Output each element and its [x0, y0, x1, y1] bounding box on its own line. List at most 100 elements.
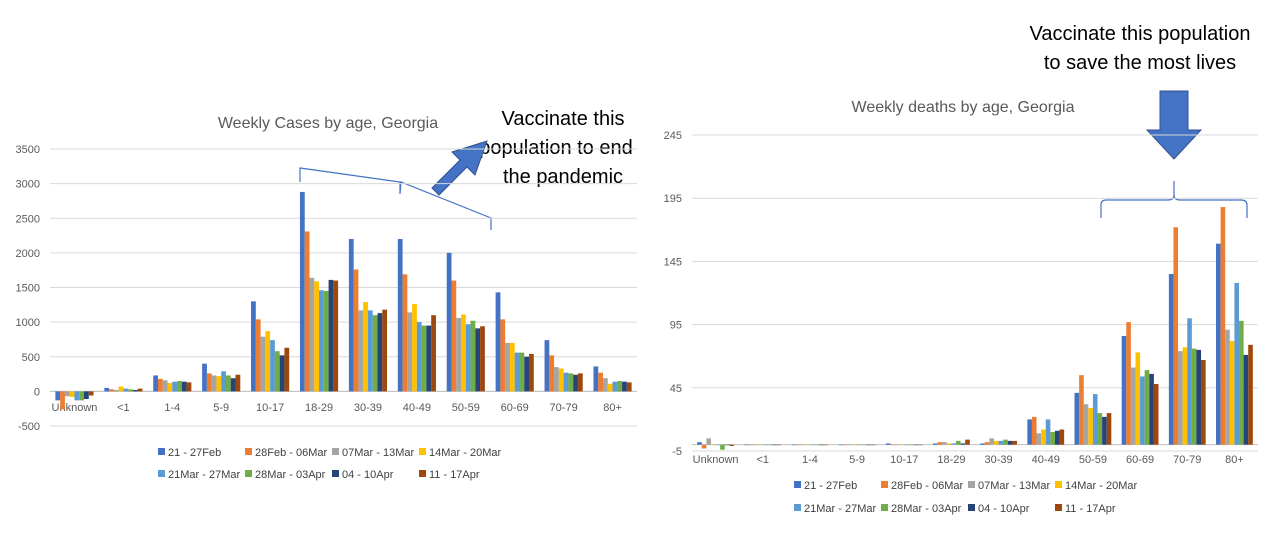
cases-bar — [251, 301, 256, 392]
cases-y-tick-label: 3500 — [16, 144, 40, 156]
cases-bar — [416, 322, 422, 392]
cases-y-tick-label: 1500 — [16, 283, 40, 295]
deaths-legend-swatch — [881, 481, 888, 488]
cases-bar — [128, 389, 133, 392]
cases-bar — [216, 376, 222, 392]
cases-bar — [132, 389, 138, 392]
cases-bar — [397, 239, 403, 392]
cases-bar — [181, 381, 187, 392]
deaths-legend-swatch — [794, 504, 801, 511]
cases-bar — [104, 387, 110, 392]
cases-x-tick-label: 1-4 — [164, 402, 180, 414]
cases-bar — [456, 317, 462, 392]
cases-legend-label: 11 - 17Apr — [429, 469, 480, 481]
deaths-bar — [933, 443, 938, 445]
cases-bar — [514, 352, 520, 392]
cases-bar — [402, 274, 408, 392]
deaths-bar — [724, 444, 730, 446]
deaths-bar — [1243, 354, 1249, 445]
deaths-bar — [857, 444, 862, 446]
deaths-bar — [1178, 351, 1183, 445]
cases-bar — [319, 290, 324, 392]
deaths-bar — [1102, 416, 1107, 445]
deaths-legend-swatch — [794, 481, 801, 488]
cases-bar — [505, 342, 510, 392]
left-bracket — [299, 167, 492, 230]
cases-bar — [495, 292, 501, 392]
cases-legend-label: 28Feb - 06Mar — [255, 447, 327, 459]
deaths-bar — [1036, 433, 1042, 445]
cases-bar — [153, 375, 158, 392]
cases-bar — [333, 280, 339, 392]
cases-bar — [162, 380, 168, 392]
cases-x-tick-label: 30-39 — [354, 402, 382, 414]
deaths-bar — [729, 444, 734, 446]
cases-y-tick-label: -500 — [18, 421, 40, 433]
deaths-bar — [1041, 429, 1046, 445]
cases-bar — [284, 347, 290, 392]
cases-bar — [255, 319, 261, 392]
deaths-bar — [918, 444, 923, 446]
deaths-x-tick-label: 1-4 — [802, 454, 818, 466]
cases-bar — [382, 309, 388, 392]
left-annotation-line-1: Vaccinate this — [501, 108, 624, 130]
deaths-bar — [1121, 335, 1127, 445]
deaths-legend-label: 04 - 10Apr — [978, 503, 1030, 515]
deaths-chart-title: Weekly deaths by age, Georgia — [852, 99, 1075, 116]
deaths-bar — [748, 444, 754, 446]
cases-bar — [137, 388, 143, 392]
cases-x-tick-label: Unknown — [52, 402, 98, 414]
deaths-bar — [758, 444, 763, 446]
deaths-bar — [706, 438, 711, 445]
deaths-bar — [805, 444, 810, 446]
cases-x-tick-label: <1 — [117, 402, 130, 414]
deaths-bar — [753, 444, 759, 446]
deaths-bar — [1201, 359, 1206, 445]
cases-legend-swatch — [158, 470, 165, 477]
cases-x-tick-label: 5-9 — [213, 402, 229, 414]
deaths-bar — [937, 442, 943, 445]
cases-bar — [348, 239, 354, 392]
cases-bar — [475, 328, 481, 392]
cases-bar — [426, 325, 432, 392]
deaths-bar — [890, 444, 896, 446]
deaths-legend-swatch — [881, 504, 888, 511]
deaths-y-tick-label: 95 — [670, 320, 682, 332]
cases-bar — [88, 391, 94, 396]
deaths-x-tick-label: 40-49 — [1032, 454, 1060, 466]
deaths-bar — [913, 444, 919, 446]
deaths-bar — [946, 443, 952, 445]
cases-bar — [554, 367, 559, 392]
cases-bar — [446, 252, 452, 392]
cases-legend-swatch — [419, 448, 426, 455]
cases-bar — [431, 315, 436, 392]
cases-bar — [221, 371, 226, 392]
cases-bar — [558, 368, 564, 392]
deaths-bar — [823, 444, 829, 446]
cases-x-tick-label: 50-59 — [452, 402, 480, 414]
deaths-bar — [1045, 419, 1051, 445]
deaths-bar — [1031, 416, 1037, 445]
cases-y-tick-label: 3000 — [16, 179, 40, 191]
deaths-legend-label: 07Mar - 13Mar — [978, 480, 1050, 492]
cases-bar — [260, 336, 266, 392]
deaths-bar — [697, 442, 702, 445]
cases-bar — [211, 375, 217, 392]
deaths-y-tick-label: 145 — [664, 256, 682, 268]
deaths-legend-label: 28Mar - 03Apr — [891, 503, 962, 515]
cases-bar — [622, 381, 627, 392]
deaths-bar — [1187, 318, 1192, 445]
cases-legend-label: 21Mar - 27Mar — [168, 469, 240, 481]
cases-bar — [465, 324, 471, 392]
deaths-legend-swatch — [968, 481, 975, 488]
cases-bar — [270, 340, 275, 392]
cases-bar — [607, 383, 613, 392]
deaths-bar — [819, 444, 824, 446]
cases-bar — [626, 382, 632, 392]
cases-bar — [612, 381, 618, 392]
cases-bar — [167, 383, 173, 392]
cases-x-tick-label: 60-69 — [501, 402, 529, 414]
deaths-bar — [899, 444, 905, 446]
deaths-bar — [1140, 376, 1145, 445]
cases-bar — [407, 312, 413, 392]
